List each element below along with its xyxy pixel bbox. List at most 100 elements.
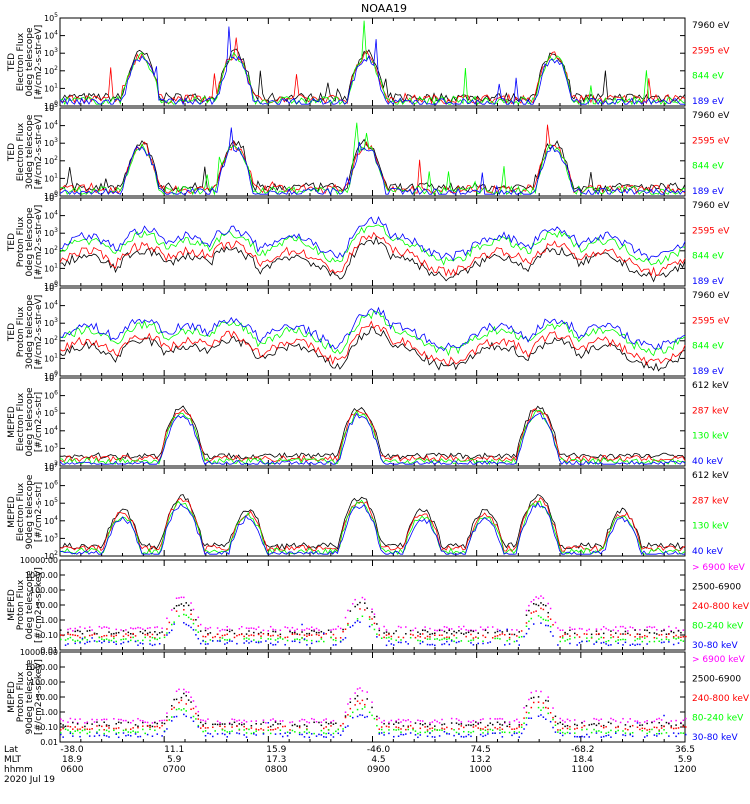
data-point bbox=[383, 731, 385, 734]
y-tick-label: 103 bbox=[44, 47, 58, 58]
data-point bbox=[610, 630, 612, 632]
data-point bbox=[202, 640, 204, 642]
data-point bbox=[294, 731, 296, 733]
data-point bbox=[134, 635, 137, 637]
data-point bbox=[185, 691, 187, 693]
data-point bbox=[115, 732, 118, 735]
data-point bbox=[528, 609, 530, 612]
data-point bbox=[127, 640, 130, 643]
data-point bbox=[212, 735, 214, 738]
data-point bbox=[475, 721, 477, 723]
data-point bbox=[629, 626, 631, 628]
data-point bbox=[631, 643, 634, 645]
data-point bbox=[183, 622, 185, 624]
series-line bbox=[59, 26, 685, 106]
data-point bbox=[310, 717, 313, 720]
data-point bbox=[306, 725, 308, 728]
data-point bbox=[315, 627, 318, 630]
data-point bbox=[627, 721, 629, 723]
data-point bbox=[207, 627, 209, 630]
data-point bbox=[656, 628, 658, 631]
data-point bbox=[103, 732, 105, 735]
data-point bbox=[134, 724, 137, 726]
data-point bbox=[388, 636, 390, 639]
data-point bbox=[245, 633, 248, 635]
data-point bbox=[110, 639, 113, 642]
data-point bbox=[255, 720, 257, 722]
data-point bbox=[685, 635, 687, 638]
data-point bbox=[125, 719, 127, 722]
series-line bbox=[59, 502, 685, 556]
data-point bbox=[680, 722, 682, 725]
data-point bbox=[306, 732, 308, 735]
data-point bbox=[199, 719, 202, 721]
data-point bbox=[298, 726, 301, 729]
data-point bbox=[344, 726, 347, 729]
data-point bbox=[115, 640, 118, 643]
data-point bbox=[313, 721, 315, 724]
data-point bbox=[209, 639, 212, 641]
data-point bbox=[479, 721, 482, 724]
y-tick-label: 1.00 bbox=[40, 616, 58, 625]
data-point bbox=[685, 717, 687, 720]
data-point bbox=[359, 601, 361, 604]
legend-entry: 40 keV bbox=[692, 547, 724, 557]
data-point bbox=[257, 640, 260, 643]
y-axis-label-line: [#/cm2-s-sr-keV] bbox=[34, 567, 44, 643]
data-point bbox=[190, 618, 192, 620]
data-point bbox=[320, 734, 323, 736]
data-point bbox=[306, 644, 308, 646]
data-point bbox=[79, 731, 81, 734]
data-point bbox=[513, 633, 516, 636]
data-point bbox=[458, 723, 460, 726]
data-point bbox=[545, 718, 547, 721]
data-point bbox=[110, 635, 113, 637]
data-point bbox=[226, 731, 229, 733]
data-point bbox=[532, 611, 535, 613]
data-point bbox=[207, 633, 209, 635]
data-point bbox=[168, 631, 171, 634]
data-point bbox=[274, 733, 277, 735]
data-point bbox=[605, 640, 607, 643]
data-point bbox=[376, 715, 378, 718]
data-point bbox=[221, 732, 224, 735]
data-point bbox=[624, 732, 627, 734]
data-point bbox=[564, 631, 566, 634]
data-point bbox=[639, 721, 641, 724]
data-point bbox=[255, 730, 257, 732]
data-point bbox=[332, 628, 335, 631]
data-point bbox=[658, 640, 660, 643]
data-point bbox=[253, 627, 255, 630]
data-point bbox=[617, 729, 619, 732]
data-point bbox=[269, 635, 272, 637]
data-point bbox=[354, 605, 356, 608]
data-point bbox=[639, 638, 641, 640]
data-point bbox=[419, 642, 422, 645]
data-point bbox=[535, 596, 537, 598]
data-point bbox=[286, 731, 289, 733]
data-point bbox=[648, 631, 651, 634]
data-point bbox=[243, 725, 245, 728]
data-point bbox=[653, 726, 656, 729]
data-point bbox=[400, 728, 402, 730]
y-axis-label-line: [#/cm2-s-str] bbox=[34, 392, 44, 452]
data-point bbox=[158, 727, 161, 729]
data-point bbox=[291, 640, 294, 643]
data-point bbox=[272, 628, 274, 631]
data-point bbox=[125, 734, 127, 737]
data-point bbox=[306, 627, 308, 630]
data-point bbox=[192, 700, 195, 702]
y-tick-label: 104 bbox=[44, 210, 58, 221]
data-point bbox=[607, 629, 610, 631]
data-point bbox=[108, 631, 110, 633]
data-point bbox=[393, 723, 395, 726]
data-point bbox=[115, 643, 118, 645]
data-point bbox=[274, 643, 277, 646]
data-point bbox=[631, 626, 634, 629]
data-point bbox=[132, 730, 134, 732]
x-tick-label-mlt: 4.5 bbox=[371, 755, 385, 765]
data-point bbox=[216, 633, 219, 635]
data-point bbox=[318, 640, 320, 643]
data-point bbox=[600, 718, 603, 720]
